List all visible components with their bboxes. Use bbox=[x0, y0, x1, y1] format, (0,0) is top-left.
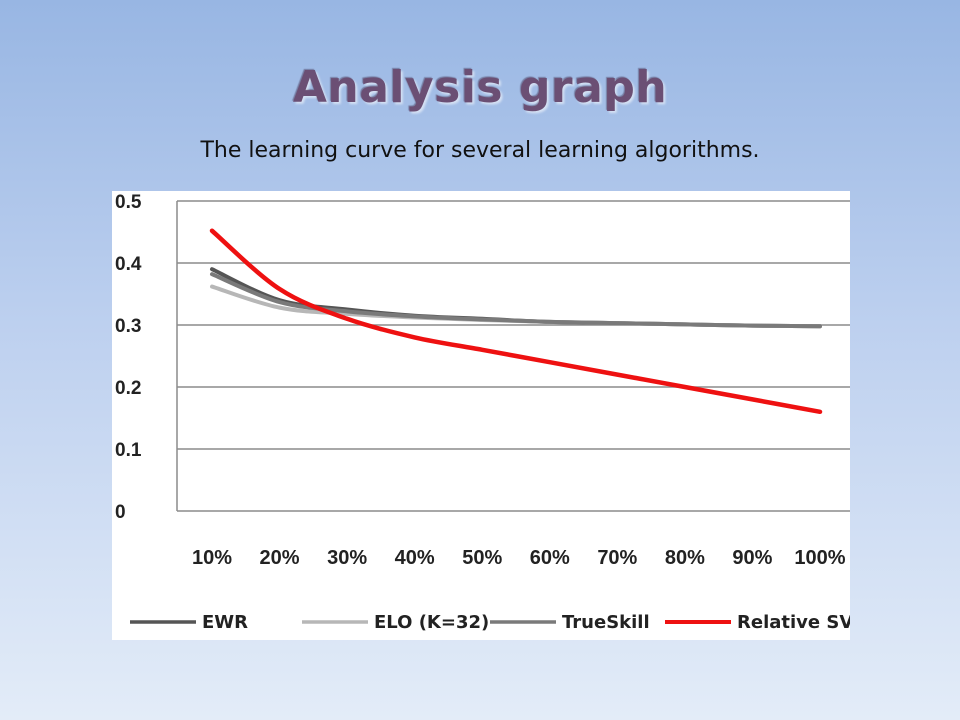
y-tick-label: 0 bbox=[115, 502, 126, 523]
x-axis-ticks: 10% 20% 30% 40% 50% 60% 70% 80% 90% 100% bbox=[192, 547, 846, 569]
x-tick-label: 100% bbox=[794, 547, 845, 569]
series-line-ewr bbox=[210, 267, 822, 329]
x-tick-label: 20% bbox=[260, 547, 300, 569]
x-tick-label: 80% bbox=[665, 547, 705, 569]
slide-subtitle: The learning curve for several learning … bbox=[200, 138, 760, 163]
y-tick-label: 0.4 bbox=[115, 254, 142, 275]
legend: EWR ELO (K=32) TrueSkill Relative SVD bbox=[130, 612, 850, 633]
x-tick-label: 90% bbox=[732, 547, 772, 569]
series-line-relative-svd bbox=[209, 228, 823, 415]
series-lines bbox=[209, 228, 823, 415]
y-tick-label: 0.3 bbox=[115, 316, 141, 337]
slide-title: Analysis graph bbox=[292, 62, 668, 113]
chart-panel: 0 0.1 0.2 0.3 0.4 0.5 10% 20% 30% 40% 50% 60% 70% 80… bbox=[112, 191, 850, 640]
x-tick-label: 10% bbox=[192, 547, 232, 569]
y-tick-label: 0.5 bbox=[115, 192, 142, 213]
x-tick-label: 40% bbox=[395, 547, 435, 569]
learning-curve-chart: 0 0.1 0.2 0.3 0.4 0.5 10% 20% 30% 40% 50% 60% 70% 80… bbox=[115, 192, 850, 633]
legend-label-elo-k-32: ELO (K=32) bbox=[374, 612, 489, 633]
x-tick-label: 30% bbox=[327, 547, 367, 569]
grid-lines bbox=[176, 200, 850, 512]
y-tick-label: 0.2 bbox=[115, 378, 141, 399]
x-tick-label: 50% bbox=[462, 547, 502, 569]
y-tick-label: 0.1 bbox=[115, 440, 142, 461]
y-axis-ticks: 0 0.1 0.2 0.3 0.4 0.5 bbox=[115, 192, 142, 523]
x-tick-label: 60% bbox=[530, 547, 570, 569]
legend-label-trueskill: TrueSkill bbox=[562, 612, 650, 633]
legend-label-relative-svd: Relative SVD bbox=[737, 612, 850, 633]
x-tick-label: 70% bbox=[597, 547, 637, 569]
legend-label-ewr: EWR bbox=[202, 612, 248, 633]
